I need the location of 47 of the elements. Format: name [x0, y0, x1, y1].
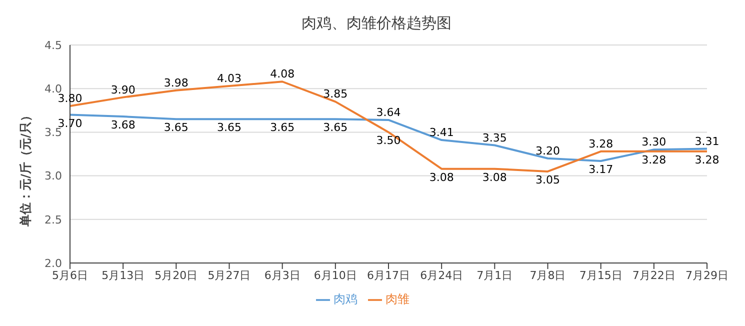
chart-title: 肉鸡、肉雏价格趋势图	[300, 14, 452, 33]
x-tick-label: 7月22日	[632, 268, 676, 282]
data-label: 3.98	[164, 76, 188, 90]
x-tick-label: 7月15日	[579, 268, 622, 282]
data-label: 4.03	[217, 72, 242, 85]
x-tick-label: 7月1日	[476, 268, 513, 282]
data-label: 3.30	[642, 136, 666, 149]
x-tick-label: 6月3日	[264, 268, 300, 282]
data-label: 3.65	[323, 121, 348, 134]
data-label: 3.65	[270, 121, 295, 134]
data-label: 3.85	[323, 88, 348, 101]
data-label: 3.65	[217, 121, 242, 134]
data-label: 3.28	[642, 153, 666, 166]
data-label: 3.90	[110, 83, 136, 96]
x-tick-label: 5月27日	[208, 268, 251, 282]
y-tick-label: 3.0	[44, 170, 62, 183]
data-label: 3.50	[376, 134, 401, 148]
x-tick-label: 6月17日	[367, 268, 410, 282]
data-label: 3.35	[482, 131, 507, 144]
x-tick-label: 7月8日	[530, 268, 566, 282]
y-axis-title: 单位：元/斤（元/只）	[18, 110, 34, 226]
data-label: 4.08	[270, 68, 295, 81]
y-tick-label: 4.5	[44, 38, 62, 52]
x-tick-label: 5月6日	[52, 268, 88, 282]
data-label: 3.68	[110, 118, 136, 132]
legend-label: 肉鸡	[334, 292, 358, 306]
x-tick-label: 7月29日	[686, 268, 728, 282]
y-tick-label: 2.5	[44, 213, 62, 226]
y-tick-label: 4.0	[44, 82, 62, 96]
data-label: 3.41	[429, 126, 454, 140]
x-tick-label: 6月10日	[314, 268, 357, 282]
data-label: 3.17	[588, 162, 614, 176]
data-label: 3.20	[536, 144, 560, 158]
y-tick-label: 2.0	[44, 256, 62, 270]
x-tick-label: 6月24日	[420, 268, 464, 282]
x-tick-label: 5月20日	[154, 268, 198, 282]
data-label: 3.65	[164, 121, 188, 134]
data-label: 3.08	[482, 170, 507, 184]
data-label: 3.28	[588, 137, 614, 150]
data-label: 3.64	[376, 106, 401, 119]
data-label: 3.08	[429, 170, 454, 184]
x-tick-label: 5月13日	[102, 268, 145, 282]
data-label: 3.28	[694, 153, 720, 166]
y-tick-label: 3.5	[44, 126, 62, 140]
data-label: 3.05	[536, 173, 560, 186]
data-label: 3.31	[694, 134, 720, 148]
legend-label: 肉雏	[386, 292, 410, 306]
